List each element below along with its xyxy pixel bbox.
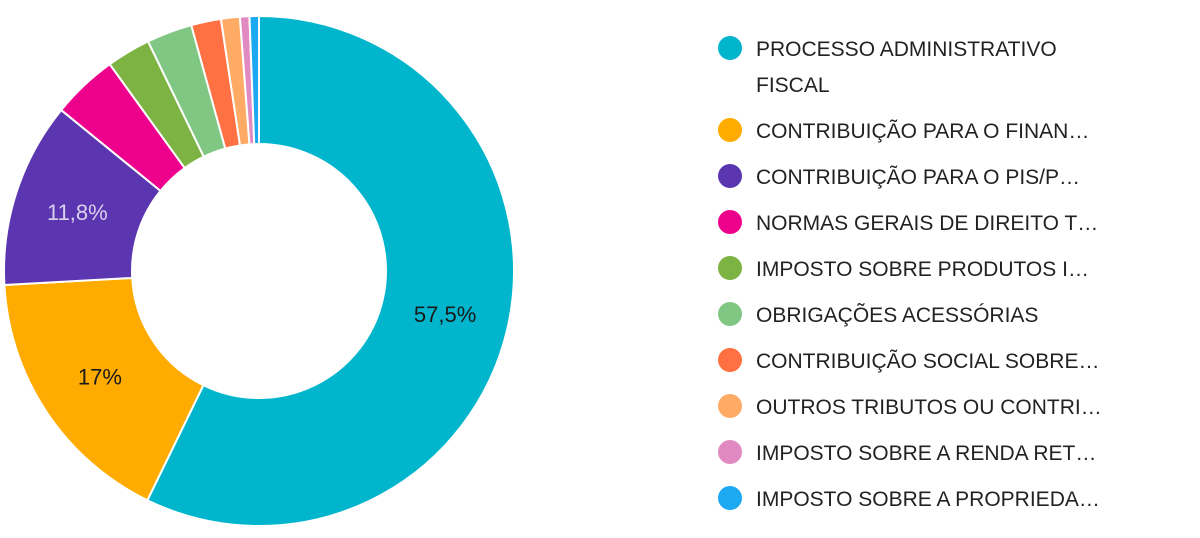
legend: PROCESSO ADMINISTRATIVO FISCAL CONTRIBUIÇÃ… — [718, 36, 1102, 511]
legend-label-9: IMPOSTO SOBRE A RENDA RET… — [756, 442, 1096, 465]
slice-3 — [3, 108, 162, 286]
legend-label-3: CONTRIBUIÇÃO PARA O PIS/P… — [756, 165, 1080, 189]
legend-label-10: IMPOSTO SOBRE A PROPRIEDA… — [756, 488, 1100, 511]
legend-swatch-6 — [718, 302, 742, 326]
data-label-2: 17% — [78, 365, 122, 390]
slice-1 — [145, 14, 515, 527]
legend-label-5: IMPOSTO SOBRE PRODUTOS I… — [756, 258, 1089, 281]
legend-swatch-3 — [718, 164, 742, 188]
legend-label-8: OUTROS TRIBUTOS OU CONTRI… — [756, 396, 1102, 419]
slice-2 — [3, 276, 205, 502]
legend-label-6: OBRIGAÇÕES ACESSÓRIAS — [756, 303, 1038, 327]
legend-swatch-5 — [718, 256, 742, 280]
legend-swatch-9 — [718, 440, 742, 464]
data-label-1: 57,5% — [414, 302, 476, 327]
legend-label-2: CONTRIBUIÇÃO PARA O FINAN… — [756, 119, 1089, 143]
legend-label-4: NORMAS GERAIS DE DIREITO T… — [756, 212, 1098, 235]
legend-swatch-1 — [718, 36, 742, 60]
legend-swatch-8 — [718, 394, 742, 418]
legend-label-7: CONTRIBUIÇÃO SOCIAL SOBRE… — [756, 349, 1099, 373]
legend-swatch-10 — [718, 486, 742, 510]
legend-label-1: PROCESSO ADMINISTRATIVO FISCAL — [756, 38, 1057, 97]
legend-swatch-4 — [718, 210, 742, 234]
slices-group — [3, 14, 515, 527]
data-labels-group: 57,5% 17% 11,8% — [47, 200, 476, 390]
data-label-3: 11,8% — [47, 200, 108, 225]
slice-10 — [248, 14, 260, 146]
legend-swatch-7 — [718, 348, 742, 372]
legend-swatch-2 — [718, 118, 742, 142]
